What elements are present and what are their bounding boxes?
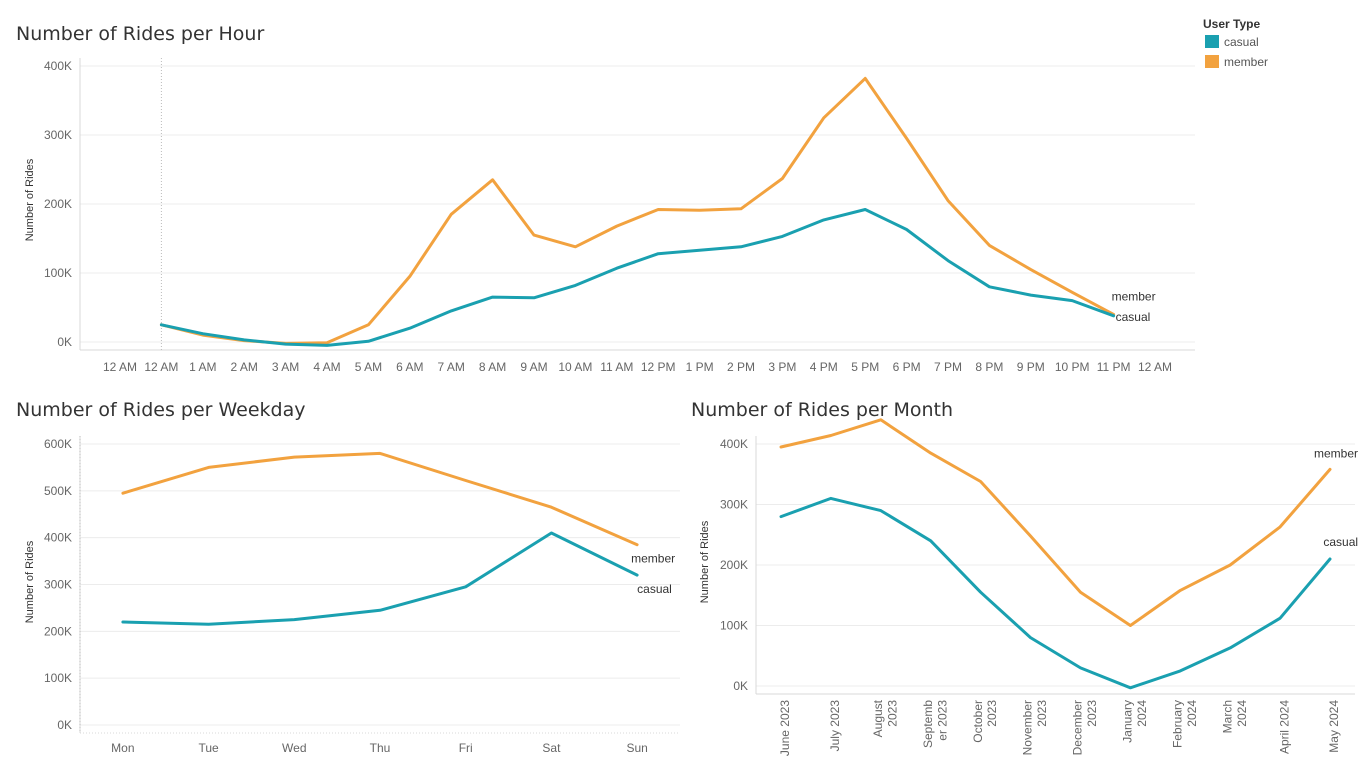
x-tick-label: Wed [282,741,306,755]
y-tick-label: 500K [44,484,72,498]
series-end-label-member: member [1112,289,1156,303]
x-tick-label: 4 AM [313,360,340,374]
x-tick-label: 12 AM [144,360,178,374]
x-tick-label: 12 AM [103,360,137,374]
y-tick-label: 300K [44,578,72,592]
series-end-label-member: member [1314,446,1358,460]
series-line-member[interactable] [779,418,1332,627]
x-tick-label: Sat [542,741,561,755]
legend-title: User Type [1203,17,1260,31]
x-tick-label: 7 AM [438,360,465,374]
series-line-casual[interactable] [779,496,1332,690]
x-tick-label: December2023 [1071,700,1099,756]
x-tick-label: May 2024 [1327,700,1341,753]
series-end-label-casual: casual [1116,310,1151,324]
x-tick-label: 7 PM [934,360,962,374]
x-tick-label: 6 AM [396,360,423,374]
weekday-chart-ylabel: Number of Rides [24,540,36,623]
series-line-casual[interactable] [121,531,639,626]
month-chart-title: Number of Rides per Month [691,399,953,421]
legend-label-member[interactable]: member [1224,55,1268,69]
x-tick-label: September 2023 [921,700,949,748]
x-tick-label: 9 PM [1017,360,1045,374]
x-tick-label: October2023 [971,700,999,743]
x-tick-label: Mon [111,741,134,755]
x-tick-label: 1 AM [189,360,216,374]
x-tick-label: 12 AM [1138,360,1172,374]
hour-chart: 0K 100K 200K 300K 400K 12 AM 12 AM 1 AM 2 AM 3 AM… [44,58,1195,374]
x-tick-label: November2023 [1021,700,1049,756]
x-tick-label: Thu [370,741,391,755]
x-tick-label: Fri [459,741,473,755]
x-tick-label: 5 PM [851,360,879,374]
x-tick-label: Tue [198,741,219,755]
x-tick-label: 3 PM [768,360,796,374]
y-tick-label: 100K [44,266,72,280]
x-tick-label: 4 PM [810,360,838,374]
y-tick-label: 0K [57,718,72,732]
x-tick-label: 10 AM [558,360,592,374]
y-tick-label: 400K [720,437,748,451]
series-end-label-member: member [631,552,675,566]
x-tick-label: 3 AM [272,360,299,374]
x-tick-label: June 2023 [778,700,792,756]
weekday-chart-title: Number of Rides per Weekday [16,399,306,421]
y-tick-label: 200K [44,197,72,211]
hour-chart-ylabel: Number of Rides [24,158,36,241]
weekday-chart: 0K 100K 200K 300K 400K 500K 600K Mon Tue Wed Thu Fr… [44,436,680,755]
series-line-member[interactable] [159,76,1116,345]
legend-swatch-member[interactable] [1205,55,1219,68]
month-chart-ylabel: Number of Rides [699,520,711,603]
series-end-label-casual: casual [637,582,672,596]
hour-chart-title: Number of Rides per Hour [16,23,264,45]
x-tick-label: 2 PM [727,360,755,374]
x-tick-label: Sun [626,741,647,755]
x-tick-label: 2 AM [231,360,258,374]
x-tick-label: March2024 [1220,700,1248,734]
x-tick-label: 5 AM [355,360,382,374]
x-tick-label: April 2024 [1277,700,1291,754]
series-line-member[interactable] [121,451,639,547]
month-chart: 0K 100K 200K 300K 400K June 2023 July 2023 Augu… [720,418,1358,756]
y-tick-label: 0K [57,335,72,349]
y-tick-label: 100K [720,619,748,633]
series-end-label-casual: casual [1323,535,1358,549]
x-tick-label: 8 AM [479,360,506,374]
y-tick-label: 200K [720,558,748,572]
series-line-casual[interactable] [159,208,1116,347]
x-tick-label: January2024 [1121,700,1149,743]
y-tick-label: 200K [44,624,72,638]
x-tick-label: July 2023 [828,700,842,752]
x-tick-label: 6 PM [893,360,921,374]
x-tick-label: 10 PM [1055,360,1090,374]
x-tick-label: 11 AM [600,360,633,374]
x-tick-label: 1 PM [686,360,714,374]
legend: User Type casual member [1203,17,1268,69]
y-tick-label: 300K [44,128,72,142]
y-tick-label: 100K [44,671,72,685]
y-tick-label: 400K [44,531,72,545]
legend-swatch-casual[interactable] [1205,35,1219,48]
y-tick-label: 300K [720,498,748,512]
x-tick-label: February2024 [1170,700,1198,748]
legend-label-casual[interactable]: casual [1224,35,1259,49]
x-tick-label: 11 PM [1097,360,1131,374]
x-tick-label: 8 PM [975,360,1003,374]
y-tick-label: 400K [44,59,72,73]
x-tick-label: 9 AM [520,360,547,374]
x-tick-label: August2023 [871,699,899,737]
x-tick-label: 12 PM [641,360,676,374]
y-tick-label: 600K [44,437,72,451]
y-tick-label: 0K [733,679,748,693]
